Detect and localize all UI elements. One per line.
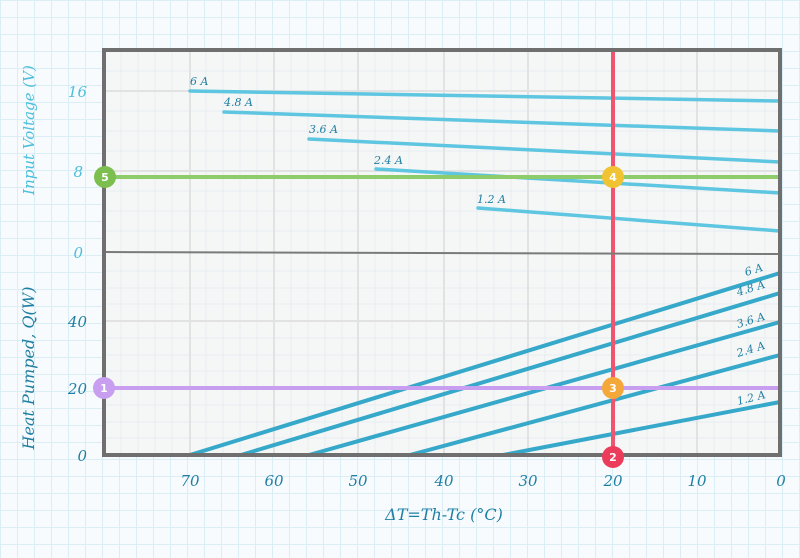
- svg-text:20: 20: [67, 380, 88, 398]
- label-6A-bottom: 6 A: [743, 261, 764, 279]
- heat-line-4.8A: [239, 291, 782, 457]
- label-2.4A-top: 2.4 A: [373, 154, 403, 167]
- marker-4: [602, 166, 624, 188]
- svg-text:40: 40: [67, 313, 88, 331]
- svg-text:10: 10: [687, 472, 707, 490]
- marker-2: [602, 446, 624, 468]
- y-axis-title-voltage: Input Voltage (V): [20, 65, 38, 196]
- voltage-series: [188, 89, 782, 233]
- svg-text:20: 20: [602, 472, 623, 490]
- svg-text:50: 50: [348, 472, 368, 490]
- svg-text:0: 0: [776, 472, 786, 490]
- plot-frame: [102, 48, 782, 457]
- svg-text:70: 70: [180, 472, 200, 490]
- heat-ticks: 40 20 0: [67, 313, 88, 465]
- voltage-line-2.4A: [374, 167, 782, 195]
- svg-text:0: 0: [77, 447, 87, 465]
- voltage-line-6A: [188, 89, 782, 103]
- svg-text:16: 16: [68, 83, 88, 101]
- label-4.8A-top: 4.8 A: [223, 96, 253, 109]
- voltage-series-labels: 6 A 4.8 A 3.6 A 2.4 A 1.2 A: [190, 75, 506, 206]
- voltage-line-4.8A: [222, 110, 782, 133]
- svg-text:1: 1: [100, 382, 108, 395]
- label-1.2A-top: 1.2 A: [477, 193, 506, 206]
- marker-5: [94, 166, 116, 188]
- voltage-ticks: 16 8 0: [68, 83, 88, 262]
- svg-text:3: 3: [609, 382, 617, 395]
- marker-3: [602, 377, 624, 399]
- voltage-line-1.2A: [476, 206, 782, 233]
- label-6A-top: 6 A: [190, 75, 208, 88]
- voltage-line-3.6A: [307, 137, 782, 164]
- svg-text:60: 60: [264, 472, 284, 490]
- marker-1: [93, 377, 115, 399]
- svg-text:8: 8: [73, 163, 83, 181]
- x-axis-title: ΔT=Th-Tc (°C): [384, 505, 503, 524]
- svg-text:2: 2: [609, 451, 617, 464]
- heat-line-1.2A: [501, 400, 782, 457]
- svg-text:4: 4: [609, 171, 617, 184]
- svg-text:0: 0: [73, 244, 83, 262]
- y-axis-title-heat: Heat Pumped, Q(W): [19, 287, 38, 451]
- heat-line-2.4A: [408, 353, 782, 457]
- svg-text:40: 40: [433, 472, 454, 490]
- svg-text:5: 5: [101, 171, 109, 184]
- svg-text:30: 30: [518, 472, 538, 490]
- label-3.6A-top: 3.6 A: [309, 123, 338, 136]
- x-ticks: 70 60 50 40 30 20 10 0: [180, 472, 786, 490]
- zero-voltage-axis: [103, 251, 781, 255]
- heat-line-6A: [188, 271, 782, 457]
- markers: 5 4 1 3 2: [93, 166, 624, 468]
